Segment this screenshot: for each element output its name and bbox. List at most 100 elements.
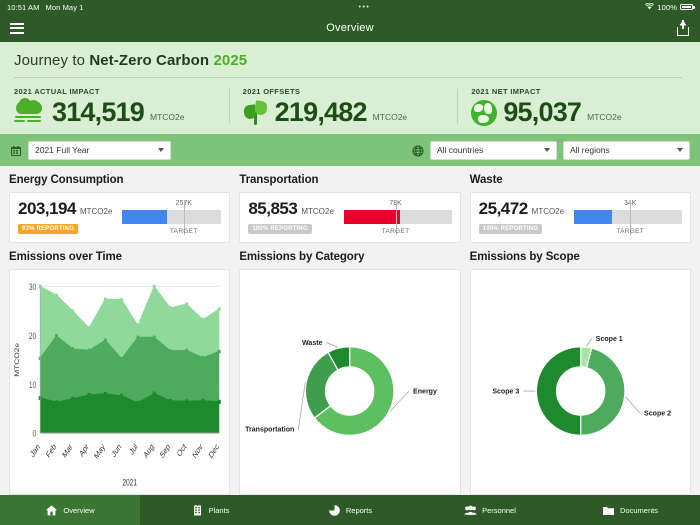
chart-card[interactable]: 0 10 20 30 Jan Feb Mar Apr May Jun Jul Aug Sep Oct Nov… [9, 269, 231, 495]
filter-bar: 2021 Full Year All countries All regions [0, 134, 700, 166]
svg-text:Dec: Dec [207, 442, 220, 461]
emissions-over-time-chart: 0 10 20 30 Jan Feb Mar Apr May Jun Jul Aug Sep Oct Nov… [13, 282, 221, 488]
svg-text:Jul: Jul [128, 441, 139, 457]
kpi-value: 95,037 [503, 97, 582, 127]
hero-title-year: 2025 [213, 52, 248, 69]
metric-value: 25,472 [478, 199, 529, 218]
svg-text:Oct: Oct [176, 441, 189, 459]
svg-text:MTCO2e: MTCO2e [13, 343, 20, 377]
hero-title: Journey to Net-Zero Carbon 2025 [14, 52, 686, 69]
people-icon [464, 504, 477, 517]
chart-block-emissions-by-category: Emissions by Category Energy Transportati… [239, 251, 461, 495]
svg-text:0: 0 [33, 429, 37, 439]
chevron-down-icon [158, 148, 164, 152]
svg-text:20: 20 [29, 331, 37, 341]
svg-text:May: May [93, 442, 107, 462]
hero-title-bold: Net-Zero Carbon [89, 52, 210, 69]
hero-divider [14, 77, 682, 78]
globe-icon [471, 99, 498, 126]
kpi-unit: MTCO2e [587, 112, 622, 122]
progress-track [122, 200, 222, 235]
status-badge: 100% REPORTING [478, 224, 543, 234]
svg-text:2021: 2021 [122, 478, 137, 488]
wifi-icon [645, 2, 655, 12]
svg-text:Scope 1: Scope 1 [595, 336, 622, 343]
tab-personnel[interactable]: Personnel [420, 495, 560, 525]
progress-fill [343, 210, 400, 224]
metric-left: 85,853 MTCO2e 100% REPORTING [248, 199, 334, 235]
kpi-net-impact: 2021 NET IMPACT 95,037 MTCO2e [457, 87, 686, 126]
hamburger-icon[interactable] [10, 22, 24, 34]
metric-card[interactable]: 85,853 MTCO2e 100% REPORTING 78K TARGET [239, 192, 461, 243]
tab-bar: Overview Plants Reports Personnel Docume… [0, 495, 700, 525]
kpi-label: 2021 NET IMPACT [471, 87, 541, 96]
chevron-down-icon [677, 148, 683, 152]
svg-text:Scope 2: Scope 2 [644, 411, 671, 418]
nav-bar: Overview [0, 14, 700, 42]
status-time: 10:51 AM [7, 2, 40, 12]
hero-title-prefix: Journey to [14, 52, 90, 69]
pie-chart-icon [328, 504, 341, 517]
chart-card[interactable]: Energy Transportation Waste [239, 269, 461, 495]
metric-title: Energy Consumption [9, 174, 124, 186]
svg-text:30: 30 [29, 282, 37, 292]
kpi-unit: MTCO2e [372, 112, 408, 122]
svg-text:Mar: Mar [61, 441, 74, 460]
svg-text:Transportation: Transportation [245, 427, 294, 434]
tab-plants[interactable]: Plants [140, 495, 280, 525]
tab-documents[interactable]: Documents [560, 495, 700, 525]
chart-title: Emissions by Scope [469, 251, 580, 263]
calendar-icon [10, 144, 22, 156]
metric-value-row: 203,194 MTCO2e [18, 200, 112, 217]
kpi-row: 95,037 MTCO2e [471, 99, 678, 126]
svg-text:Waste: Waste [302, 340, 323, 347]
tab-overview[interactable]: Overview [0, 495, 140, 525]
progress-fill [122, 210, 167, 224]
tab-reports[interactable]: Reports [280, 495, 420, 525]
svg-text:Scope 3: Scope 3 [492, 388, 519, 395]
charts-section: Emissions over Time 0 10 20 30 Jan Feb Mar Apr M… [0, 243, 700, 495]
svg-text:Feb: Feb [45, 441, 58, 460]
battery-icon [680, 3, 695, 11]
chart-card[interactable]: Scope 1 Scope 2 Scope 3 [469, 269, 691, 495]
kpi-value: 219,482 [274, 97, 368, 127]
target-label: TARGET [169, 228, 198, 235]
kpi-offsets: 2021 OFFSETS 219,482 MTCO2e [228, 87, 458, 127]
metric-block-transportation: Transportation 85,853 MTCO2e 100% REPORT… [239, 174, 461, 243]
metric-card[interactable]: 25,472 MTCO2e 100% REPORTING 34K TARGET [469, 192, 691, 243]
metric-left: 203,194 MTCO2e 93% REPORTING [18, 200, 112, 235]
metric-block-energy: Energy Consumption 203,194 MTCO2e 93% RE… [9, 174, 231, 243]
metric-block-waste: Waste 25,472 MTCO2e 100% REPORTING 34K T… [469, 174, 691, 243]
target-line [630, 200, 632, 235]
tab-label: Personnel [482, 505, 516, 515]
building-icon [191, 504, 204, 517]
metric-unit: MTCO2e [531, 207, 565, 216]
tab-label: Plants [208, 505, 230, 515]
emissions-by-scope-chart: Scope 1 Scope 2 Scope 3 [492, 336, 671, 436]
status-bar-right: 100% [645, 2, 695, 12]
status-date: Mon May 1 [45, 2, 84, 12]
period-select[interactable]: 2021 Full Year [28, 140, 171, 160]
progress-fill [574, 210, 612, 224]
status-bar-left: 10:51 AM Mon May 1 [7, 3, 84, 12]
svg-text:Jan: Jan [29, 442, 42, 460]
battery-percent: 100% [657, 2, 677, 12]
svg-text:Energy: Energy [413, 388, 437, 395]
page-title: Overview [326, 22, 374, 34]
kpi-unit: MTCO2e [150, 112, 185, 122]
status-center-dots: ••• [358, 3, 371, 11]
folder-icon [602, 504, 615, 517]
target-label: TARGET [381, 228, 410, 235]
country-select[interactable]: All countries [430, 140, 557, 160]
metric-progress: 257K TARGET [122, 200, 222, 235]
metric-unit: MTCO2e [79, 207, 113, 216]
kpi-actual-impact: 2021 ACTUAL IMPACT 314,519 MTCO2e [14, 87, 229, 126]
metric-value: 85,853 [248, 199, 298, 218]
status-badge: 100% REPORTING [248, 224, 312, 234]
svg-text:10: 10 [29, 380, 37, 390]
metric-card[interactable]: 203,194 MTCO2e 93% REPORTING 257K TARGET [9, 192, 231, 243]
region-select[interactable]: All regions [563, 140, 690, 160]
share-icon[interactable] [676, 20, 690, 36]
emissions-by-category-chart: Energy Transportation Waste [245, 340, 437, 436]
target-line [183, 200, 185, 235]
